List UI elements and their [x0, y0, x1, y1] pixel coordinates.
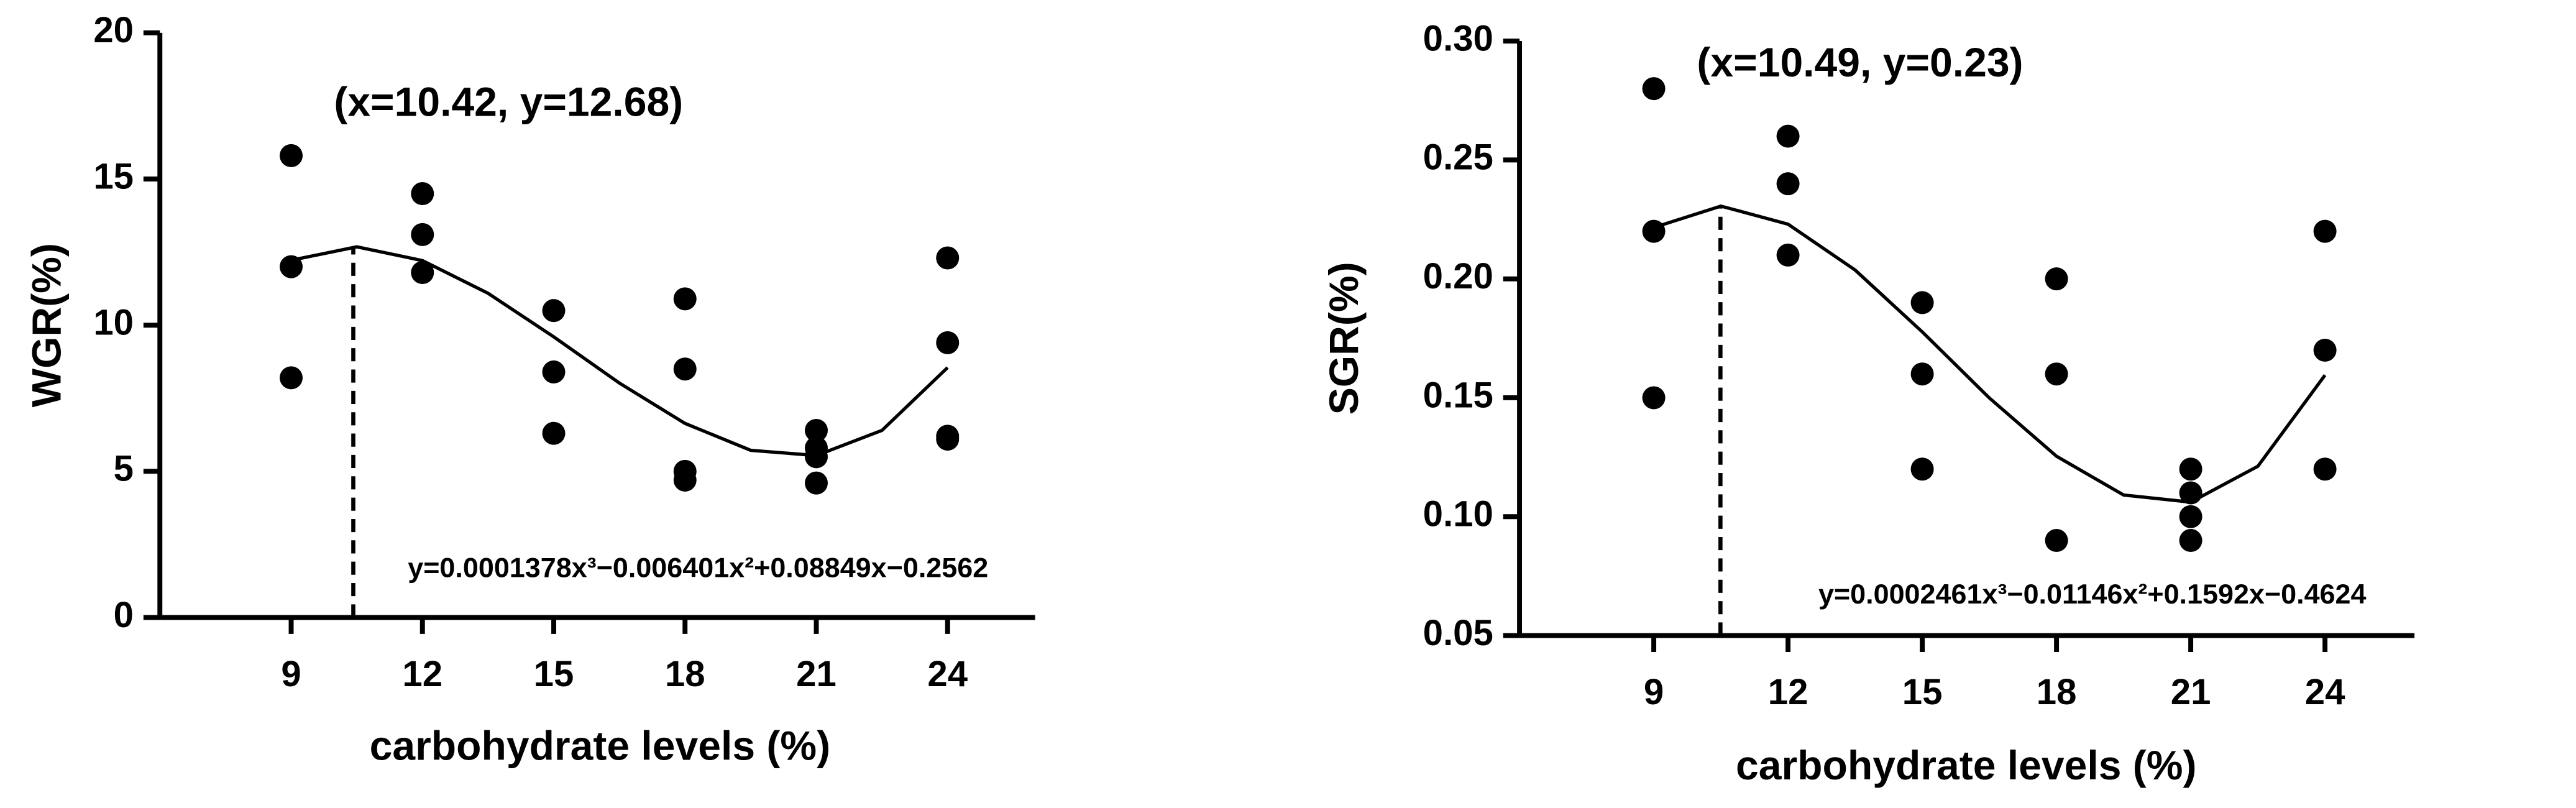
- data-point: [2313, 457, 2337, 481]
- x-tick-label: 18: [2037, 672, 2077, 712]
- data-point: [1776, 172, 1800, 196]
- data-point: [936, 331, 960, 354]
- y-tick-label: 0.05: [1423, 613, 1493, 653]
- data-point: [2045, 362, 2068, 386]
- data-point: [2045, 529, 2068, 553]
- y-tick-label: 20: [93, 10, 134, 50]
- x-tick-label: 18: [665, 654, 705, 694]
- data-point: [2045, 267, 2068, 291]
- x-tick-label: 9: [281, 654, 301, 694]
- y-tick-label: 10: [93, 303, 134, 343]
- data-point: [805, 471, 828, 495]
- data-point: [2179, 529, 2202, 553]
- data-point: [411, 182, 434, 206]
- y-tick-label: 0: [114, 595, 134, 635]
- x-tick-label: 12: [402, 654, 442, 694]
- x-tick-label: 9: [1644, 672, 1664, 712]
- data-point: [1910, 362, 1934, 386]
- equation: y=0.0002461x³−0.01146x²+0.1592x−0.4624: [1818, 578, 2367, 610]
- data-point: [936, 246, 960, 270]
- data-point: [673, 287, 697, 311]
- data-point: [280, 144, 303, 167]
- x-tick-label: 21: [796, 654, 837, 694]
- peak-label: (x=10.49, y=0.23): [1697, 39, 2023, 85]
- y-tick-label: 0.10: [1423, 494, 1493, 535]
- data-point: [1776, 243, 1800, 267]
- peak-label: (x=10.42, y=12.68): [334, 79, 683, 125]
- data-point: [1642, 386, 1666, 410]
- x-tick-label: 15: [1902, 672, 1943, 712]
- x-tick-label: 24: [927, 654, 968, 694]
- x-tick-label: 12: [1768, 672, 1808, 712]
- data-point: [542, 421, 566, 445]
- x-axis-label: carbohydrate levels (%): [1736, 742, 2196, 788]
- y-axis-label: WGR(%): [24, 243, 70, 407]
- data-point: [2313, 219, 2337, 243]
- x-tick-label: 24: [2305, 672, 2345, 712]
- data-point: [2179, 505, 2202, 528]
- y-tick-label: 15: [93, 156, 134, 196]
- fit-curve: [290, 245, 949, 457]
- data-point: [2313, 338, 2337, 362]
- data-point: [1642, 77, 1666, 101]
- data-point: [542, 299, 566, 323]
- data-point: [673, 468, 697, 492]
- data-point: [411, 261, 434, 285]
- y-tick-label: 0.30: [1423, 18, 1493, 58]
- data-point: [805, 418, 828, 442]
- data-point: [1776, 124, 1800, 148]
- data-point: [280, 255, 303, 278]
- data-point: [411, 223, 434, 246]
- y-tick-label: 0.20: [1423, 256, 1493, 296]
- y-tick-label: 0.15: [1423, 375, 1493, 415]
- data-point: [1910, 457, 1934, 481]
- equation: y=0.0001378x³−0.006401x²+0.08849x−0.2562: [408, 552, 988, 584]
- y-tick-label: 5: [114, 449, 134, 489]
- data-point: [1910, 291, 1934, 314]
- y-axis-label: SGR(%): [1321, 262, 1367, 415]
- data-point: [542, 360, 566, 383]
- data-point: [936, 428, 960, 451]
- data-point: [280, 366, 303, 390]
- x-tick-label: 15: [534, 654, 574, 694]
- data-point: [2179, 457, 2202, 481]
- x-axis-label: carbohydrate levels (%): [370, 722, 830, 768]
- data-point: [673, 357, 697, 381]
- fit-curve: [1653, 204, 2327, 504]
- y-tick-label: 0.25: [1423, 137, 1493, 178]
- x-tick-label: 21: [2171, 672, 2211, 712]
